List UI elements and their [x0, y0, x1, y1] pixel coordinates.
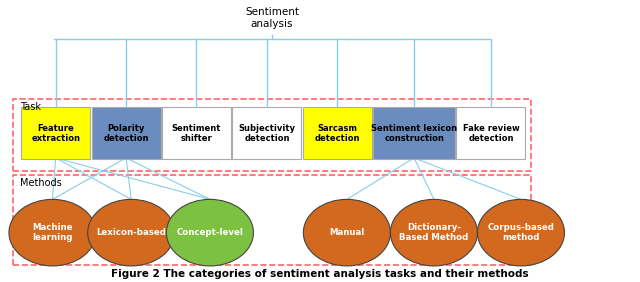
Text: Machine
learning: Machine learning — [32, 223, 73, 242]
FancyBboxPatch shape — [162, 107, 231, 159]
Text: Polarity
detection: Polarity detection — [103, 124, 149, 143]
Text: Concept-level: Concept-level — [177, 228, 243, 237]
FancyBboxPatch shape — [92, 107, 161, 159]
Ellipse shape — [9, 199, 96, 266]
Text: Figure 2 The categories of sentiment analysis tasks and their methods: Figure 2 The categories of sentiment ana… — [111, 269, 529, 279]
Text: Manual: Manual — [329, 228, 365, 237]
FancyBboxPatch shape — [373, 107, 455, 159]
FancyBboxPatch shape — [13, 175, 531, 265]
FancyBboxPatch shape — [303, 107, 372, 159]
Ellipse shape — [303, 199, 390, 266]
Ellipse shape — [477, 199, 564, 266]
Text: Lexicon-based: Lexicon-based — [96, 228, 166, 237]
Ellipse shape — [390, 199, 477, 266]
Text: Corpus-based
method: Corpus-based method — [488, 223, 554, 242]
Text: Methods: Methods — [20, 178, 62, 188]
Text: Fake review
detection: Fake review detection — [463, 124, 519, 143]
Text: Sarcasm
detection: Sarcasm detection — [314, 124, 360, 143]
FancyBboxPatch shape — [232, 107, 301, 159]
FancyBboxPatch shape — [13, 99, 531, 171]
Text: Subjectivity
detection: Subjectivity detection — [238, 124, 296, 143]
Text: Sentiment
analysis: Sentiment analysis — [245, 7, 299, 29]
FancyBboxPatch shape — [456, 107, 525, 159]
Text: Sentiment lexicon
construction: Sentiment lexicon construction — [371, 124, 457, 143]
Text: Task: Task — [20, 102, 42, 111]
Text: Sentiment
shifter: Sentiment shifter — [172, 124, 221, 143]
Ellipse shape — [166, 199, 253, 266]
Text: Dictionary-
Based Method: Dictionary- Based Method — [399, 223, 468, 242]
Text: Feature
extraction: Feature extraction — [31, 124, 80, 143]
FancyBboxPatch shape — [21, 107, 90, 159]
Ellipse shape — [88, 199, 175, 266]
